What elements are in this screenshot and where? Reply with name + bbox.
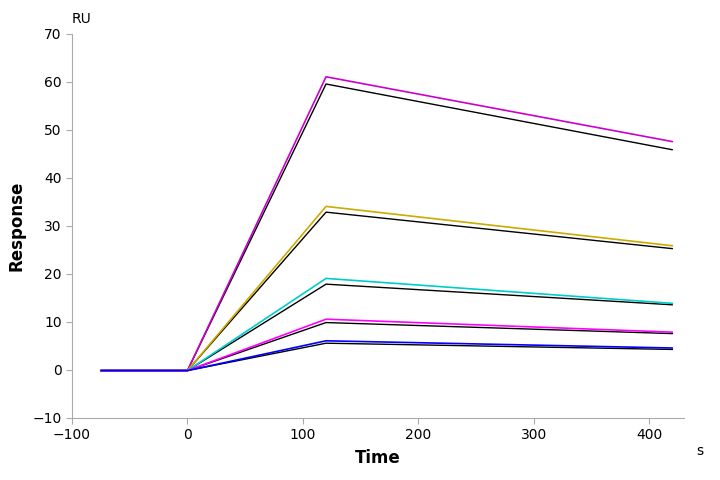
Text: s: s	[696, 444, 703, 458]
Y-axis label: Response: Response	[7, 180, 25, 271]
X-axis label: Time: Time	[355, 449, 401, 467]
Text: RU: RU	[72, 12, 91, 26]
